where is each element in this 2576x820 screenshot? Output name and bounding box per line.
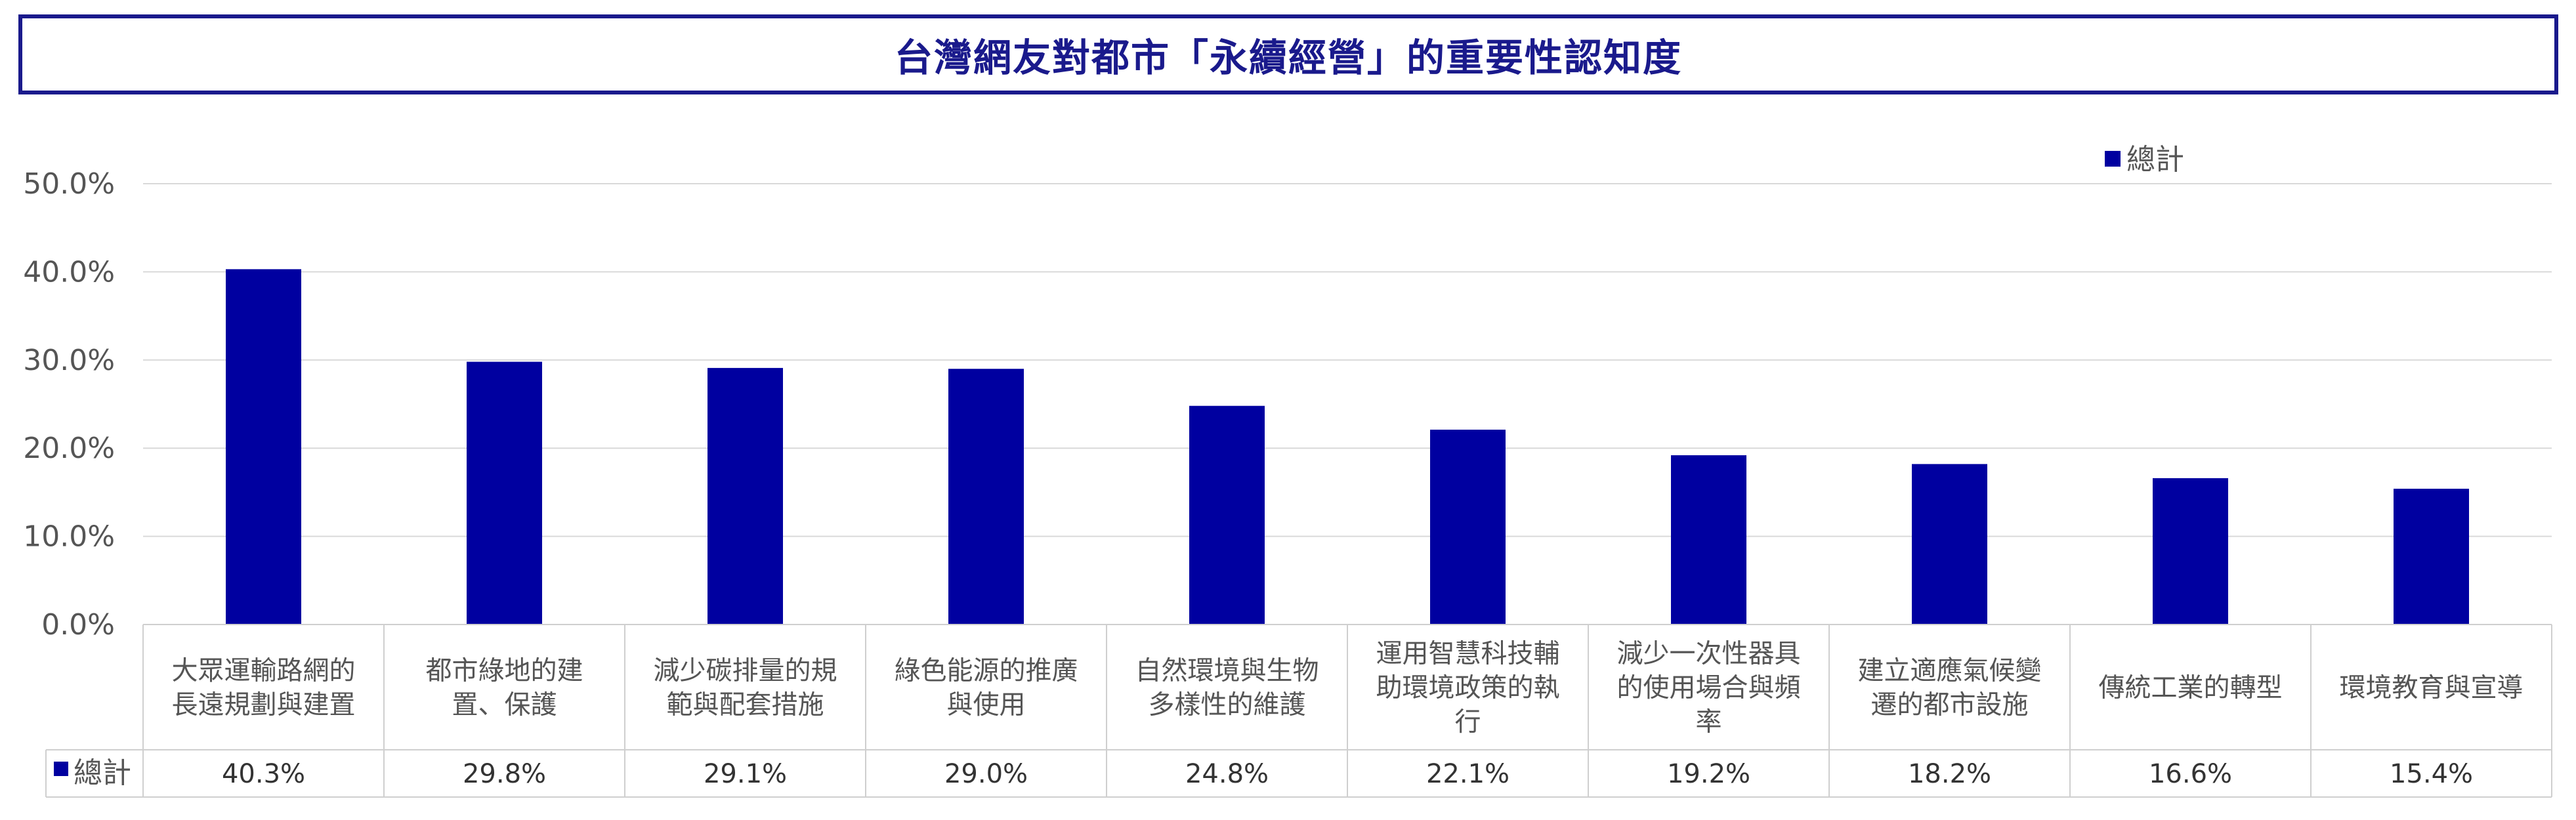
y-tick-label: 0.0% (41, 608, 115, 642)
data-label: 29.0% (944, 759, 1028, 789)
category-label: 大眾運輸路網的長遠規劃與建置 (172, 656, 356, 720)
category-label: 減少一次性器具的使用場合與頻率 (1617, 639, 1801, 737)
category-label: 環境教育與宣導 (2340, 673, 2523, 703)
y-tick-label: 30.0% (23, 344, 115, 377)
bar (1912, 464, 1987, 625)
bar (226, 269, 301, 625)
data-label: 19.2% (1667, 759, 1750, 789)
category-label: 運用智慧科技輔助環境政策的執行 (1376, 639, 1560, 737)
bar (2153, 478, 2228, 625)
table-legend-key (54, 762, 68, 776)
category-label: 建立適應氣候變遷的都市設施 (1858, 656, 2042, 720)
category-label: 減少碳排量的規範與配套措施 (654, 656, 837, 720)
y-tick-label: 50.0% (23, 167, 115, 201)
bar (1430, 429, 1506, 625)
legend-label: 總計 (2126, 143, 2184, 176)
chart-title-box: 台灣網友對都市「永續經營」的重要性認知度 (18, 14, 2558, 94)
y-tick-label: 20.0% (23, 432, 115, 465)
data-label: 29.8% (463, 759, 546, 789)
bar (1189, 405, 1265, 625)
y-tick-label: 40.0% (23, 255, 115, 289)
data-label: 40.3% (222, 759, 305, 789)
bar (467, 361, 542, 625)
bar (2394, 489, 2469, 625)
category-label: 都市綠地的建置、保護 (426, 656, 583, 720)
y-tick-label: 10.0% (23, 520, 115, 554)
data-label: 24.8% (1185, 759, 1269, 789)
data-label: 16.6% (2149, 759, 2232, 789)
bar (948, 369, 1024, 625)
data-label: 15.4% (2390, 759, 2473, 789)
legend-key (2105, 151, 2121, 167)
category-label: 自然環境與生物多樣性的維護 (1135, 656, 1319, 720)
table-series-name: 總計 (74, 756, 131, 790)
data-label: 29.1% (704, 759, 787, 789)
bar (1671, 455, 1746, 625)
bar (707, 367, 783, 625)
category-label: 綠色能源的推廣與使用 (895, 656, 1078, 720)
data-label: 22.1% (1426, 759, 1510, 789)
data-label: 18.2% (1908, 759, 1991, 789)
category-label: 傳統工業的轉型 (2099, 673, 2283, 703)
chart-title: 台灣網友對都市「永續經營」的重要性認知度 (894, 35, 1682, 80)
